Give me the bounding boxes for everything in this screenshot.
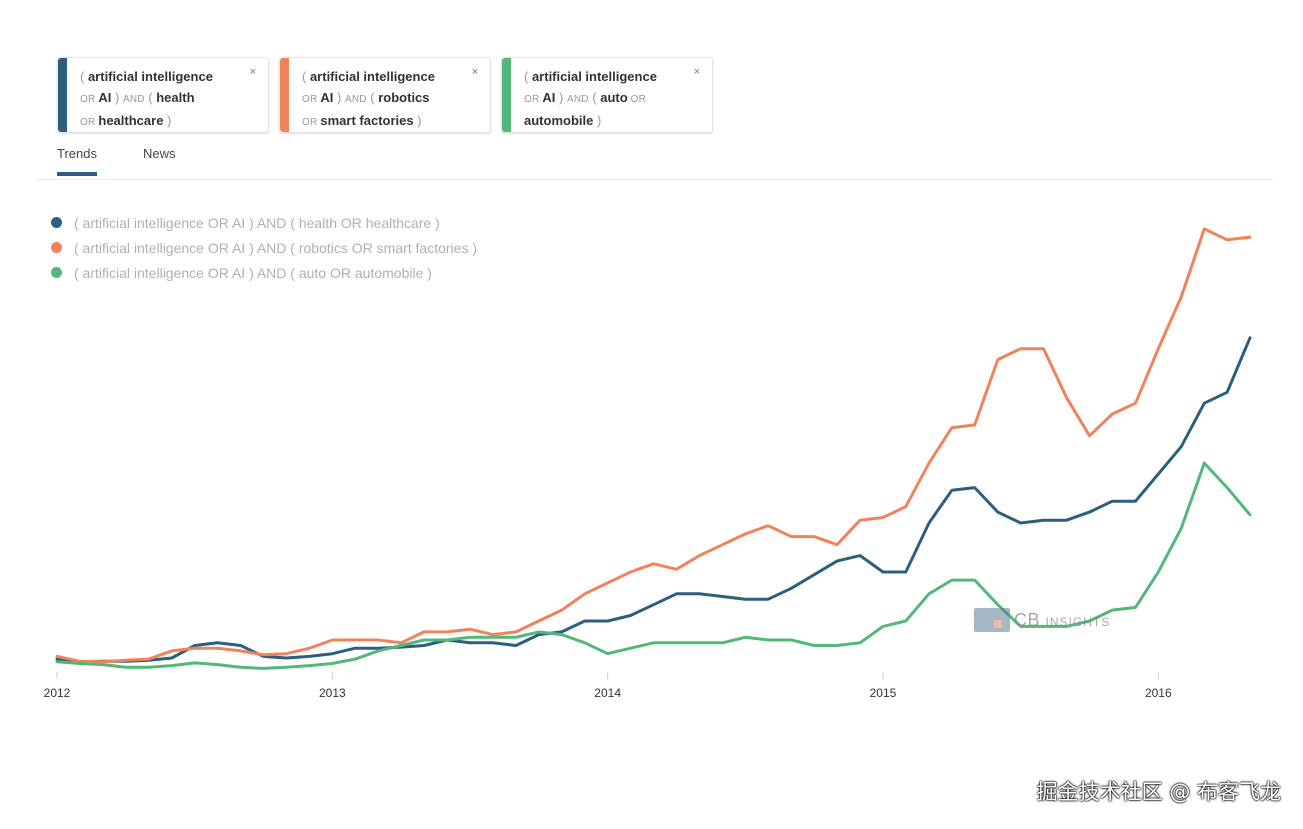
cb-logo-icon	[974, 608, 1010, 632]
query-paren: (	[366, 90, 379, 105]
legend-item[interactable]: ( artificial intelligence OR AI ) AND ( …	[51, 210, 477, 235]
cb-insights-watermark: CB INSIGHTS	[974, 608, 1110, 632]
query-operator: OR	[302, 117, 321, 128]
search-chip-auto[interactable]: × ( artificial intelligence OR AI ) AND (…	[501, 57, 713, 133]
query-term: artificial intelligence	[87, 69, 213, 84]
query-term: healthcare	[98, 113, 164, 128]
query-paren: (	[524, 69, 532, 84]
chart-legend: ( artificial intelligence OR AI ) AND ( …	[51, 210, 477, 285]
chip-query-text: ( artificial intelligence OR AI ) AND ( a…	[524, 66, 688, 131]
tab-trends[interactable]: Trends	[57, 146, 97, 176]
search-chips: × ( artificial intelligence OR AI ) AND (…	[57, 57, 713, 133]
query-paren: )	[555, 90, 567, 105]
query-term: automobile	[524, 113, 594, 128]
legend-dot	[51, 267, 62, 278]
legend-item[interactable]: ( artificial intelligence OR AI ) AND ( …	[51, 260, 477, 285]
query-term: artificial intelligence	[309, 69, 435, 84]
query-term: AI	[98, 90, 112, 105]
query-paren: )	[593, 113, 602, 128]
chip-color-bar	[280, 58, 289, 132]
query-paren: )	[413, 113, 422, 128]
chip-query-text: ( artificial intelligence OR AI ) AND ( h…	[80, 66, 244, 133]
tab-divider	[35, 179, 1273, 180]
query-term: smart factories	[320, 113, 414, 128]
x-tick-label: 2012	[44, 686, 71, 700]
chip-color-bar	[502, 58, 511, 132]
query-operator: OR	[80, 117, 99, 128]
close-icon[interactable]: ×	[471, 66, 478, 78]
query-operator: OR	[627, 94, 647, 105]
series-line-2[interactable]	[55, 461, 1252, 670]
query-operator: AND	[566, 94, 589, 105]
chip-color-bar	[58, 58, 67, 132]
query-operator: AND	[122, 94, 145, 105]
query-paren: )	[333, 90, 345, 105]
legend-label: ( artificial intelligence OR AI ) AND ( …	[74, 264, 432, 281]
watermark-text: CB INSIGHTS	[1014, 609, 1111, 630]
x-tick-label: 2016	[1145, 686, 1172, 700]
legend-label: ( artificial intelligence OR AI ) AND ( …	[74, 214, 440, 231]
query-term: health	[156, 90, 195, 105]
query-paren: (	[588, 90, 601, 105]
chip-query-text: ( artificial intelligence OR AI ) AND ( r…	[302, 66, 466, 133]
search-chip-robotics[interactable]: × ( artificial intelligence OR AI ) AND (…	[279, 57, 491, 133]
query-paren: (	[80, 69, 88, 84]
legend-label: ( artificial intelligence OR AI ) AND ( …	[74, 239, 477, 256]
series-lines	[55, 227, 1252, 670]
query-paren: )	[111, 90, 123, 105]
query-paren: )	[163, 113, 172, 128]
query-operator: OR	[524, 94, 543, 105]
query-operator: OR	[302, 94, 321, 105]
legend-dot	[51, 217, 62, 228]
footer-watermark: 掘金技术社区 @ 布客飞龙	[1036, 780, 1281, 804]
query-term: auto	[600, 90, 628, 105]
search-chip-health[interactable]: × ( artificial intelligence OR AI ) AND (…	[57, 57, 269, 133]
query-paren: (	[144, 90, 157, 105]
series-line-1[interactable]	[55, 227, 1252, 664]
query-term: AI	[320, 90, 334, 105]
query-term: robotics	[378, 90, 430, 105]
x-tick-label: 2014	[594, 686, 621, 700]
query-term: AI	[542, 90, 556, 105]
query-operator: OR	[80, 94, 99, 105]
x-tick-label: 2015	[870, 686, 897, 700]
close-icon[interactable]: ×	[693, 66, 700, 78]
query-paren: (	[302, 69, 310, 84]
legend-item[interactable]: ( artificial intelligence OR AI ) AND ( …	[51, 235, 477, 260]
tab-bar: Trends News	[57, 146, 222, 176]
query-term: artificial intelligence	[531, 69, 657, 84]
x-tick-label: 2013	[319, 686, 346, 700]
close-icon[interactable]: ×	[249, 66, 256, 78]
query-operator: AND	[344, 94, 367, 105]
x-axis: 2012 2013 2014 2015 2016	[44, 672, 1172, 700]
tab-news[interactable]: News	[142, 146, 176, 161]
legend-dot	[51, 242, 62, 253]
